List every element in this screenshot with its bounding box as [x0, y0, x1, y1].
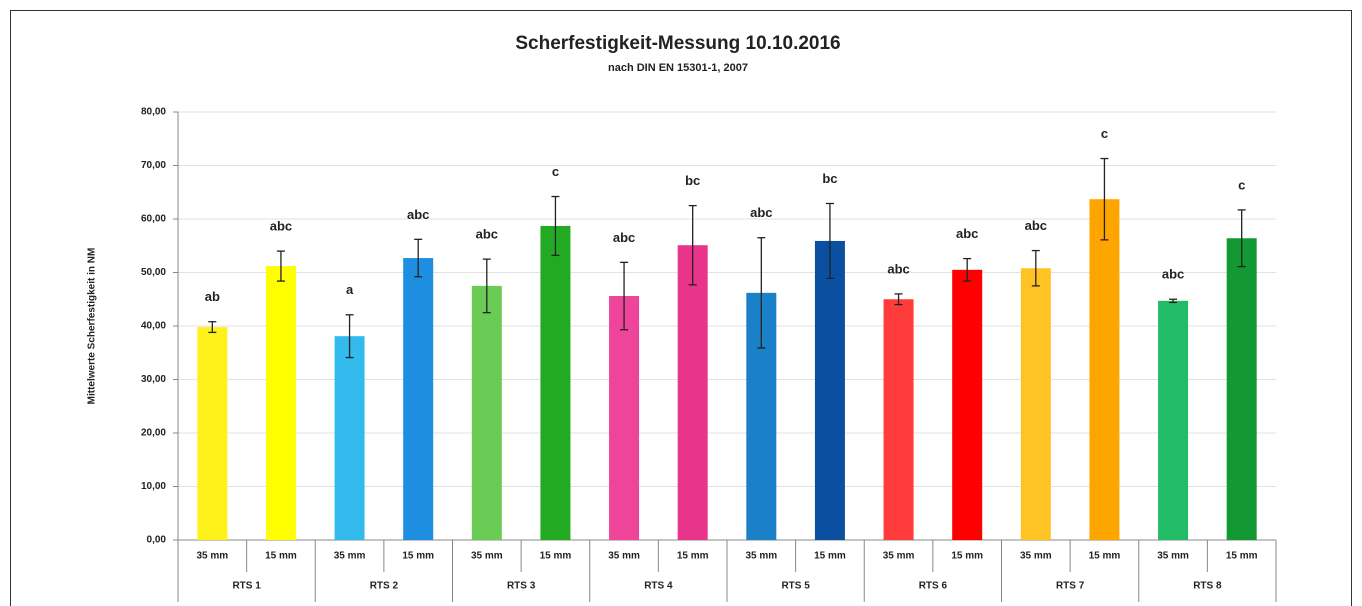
bar: [403, 258, 434, 540]
annotation: abc: [1025, 218, 1047, 233]
bar: [265, 266, 296, 540]
x-tick-label: 35 mm: [1157, 551, 1189, 562]
bar: [471, 285, 502, 540]
x-tick-label: 15 mm: [814, 551, 846, 562]
bar: [334, 336, 365, 540]
bar: [1089, 199, 1120, 540]
x-tick-label: 15 mm: [402, 551, 434, 562]
y-tick-label: 60,00: [141, 214, 166, 225]
bar: [814, 240, 845, 540]
group-label: RTS 1: [232, 581, 261, 592]
group-label: RTS 2: [370, 581, 399, 592]
x-tick-label: 15 mm: [951, 551, 983, 562]
annotation: c: [1101, 126, 1108, 141]
x-tick-label: 35 mm: [471, 551, 503, 562]
annotation: abc: [270, 219, 292, 234]
x-tick-label: 15 mm: [540, 551, 572, 562]
chart-frame: [10, 10, 1352, 606]
bar: [197, 327, 228, 540]
y-tick-label: 30,00: [141, 374, 166, 385]
bar: [1226, 238, 1257, 540]
chart-title: Scherfestigkeit-Messung 10.10.2016: [515, 33, 840, 54]
y-tick-label: 0,00: [147, 535, 167, 546]
bar: [883, 299, 914, 540]
x-tick-label: 15 mm: [265, 551, 297, 562]
x-tick-label: 35 mm: [334, 551, 366, 562]
x-tick-label: 15 mm: [677, 551, 709, 562]
annotation: c: [1238, 177, 1245, 192]
annotation: abc: [407, 207, 429, 222]
y-tick-label: 40,00: [141, 321, 166, 332]
annotation: ab: [205, 289, 220, 304]
y-tick-label: 20,00: [141, 428, 166, 439]
annotation: abc: [613, 230, 635, 245]
y-axis-label: Mittelwerte Scherfestigkeit in NM: [87, 248, 98, 405]
x-tick-label: 35 mm: [196, 551, 228, 562]
x-tick-label: 35 mm: [745, 551, 777, 562]
annotation: a: [346, 282, 354, 297]
y-tick-label: 50,00: [141, 267, 166, 278]
x-tick-label: 15 mm: [1226, 551, 1258, 562]
annotation: bc: [822, 171, 837, 186]
annotation: c: [552, 164, 559, 179]
bar: [952, 269, 983, 540]
bar: [609, 296, 640, 540]
chart-subtitle: nach DIN EN 15301-1, 2007: [608, 62, 748, 74]
group-label: RTS 3: [507, 581, 536, 592]
annotation: abc: [476, 227, 498, 242]
bar: [1158, 300, 1189, 540]
bar: [1020, 268, 1051, 540]
annotation: bc: [685, 173, 700, 188]
y-tick-label: 80,00: [141, 107, 166, 118]
x-tick-label: 35 mm: [1020, 551, 1052, 562]
group-label: RTS 6: [919, 581, 948, 592]
annotation: abc: [1162, 267, 1184, 282]
group-label: RTS 5: [781, 581, 810, 592]
group-label: RTS 4: [644, 581, 673, 592]
annotation: abc: [956, 226, 978, 241]
annotation: abc: [887, 261, 909, 276]
y-tick-label: 70,00: [141, 160, 166, 171]
group-label: RTS 7: [1056, 581, 1085, 592]
group-label: RTS 8: [1193, 581, 1222, 592]
annotation: abc: [750, 205, 772, 220]
x-tick-label: 35 mm: [608, 551, 640, 562]
x-tick-label: 15 mm: [1089, 551, 1121, 562]
x-tick-label: 35 mm: [883, 551, 915, 562]
bar: [540, 225, 571, 540]
y-tick-label: 10,00: [141, 481, 166, 492]
bar: [677, 245, 708, 540]
